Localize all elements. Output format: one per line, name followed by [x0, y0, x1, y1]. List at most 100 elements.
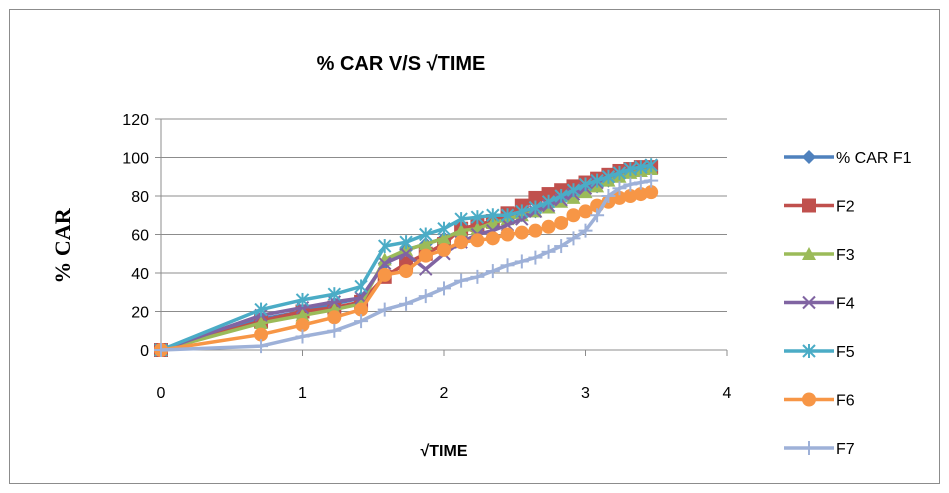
- data-point: [377, 302, 392, 317]
- data-point: [254, 327, 269, 342]
- data-point: [454, 223, 469, 237]
- data-point: [354, 314, 369, 329]
- data-point: [470, 210, 485, 225]
- legend: % CAR F1 F2 F3 F4 F5 F6 F7: [784, 150, 912, 458]
- legend-marker: [802, 295, 816, 310]
- data-point: [470, 269, 485, 284]
- data-point: [578, 204, 593, 219]
- axes: [155, 118, 728, 356]
- data-point: [601, 169, 616, 184]
- data-point: [485, 231, 500, 246]
- y-tick-label: 100: [122, 151, 149, 168]
- legend-item: F2: [784, 198, 855, 216]
- data-point: [644, 173, 659, 188]
- data-point: [566, 190, 581, 204]
- legend-label: F4: [836, 296, 855, 313]
- y-tick-label: 120: [122, 112, 149, 129]
- x-tick-label: 2: [440, 385, 449, 402]
- data-point: [327, 287, 342, 302]
- data-point: [419, 262, 433, 276]
- x-tick-label: 1: [298, 385, 307, 402]
- data-point: [399, 247, 413, 261]
- data-point: [327, 323, 342, 338]
- data-point: [634, 160, 648, 175]
- data-point: [578, 177, 593, 192]
- data-point: [528, 223, 543, 238]
- data-point: [437, 242, 451, 257]
- y-tick-label: 80: [131, 189, 149, 206]
- data-point: [254, 316, 269, 330]
- series-7: [154, 173, 659, 357]
- series-5: [154, 158, 658, 357]
- data-point: [644, 185, 659, 200]
- data-point: [295, 308, 310, 322]
- data-point: [454, 235, 469, 250]
- data-point: [633, 187, 648, 202]
- legend-item: F3: [784, 247, 855, 264]
- x-axis-label: √TIME: [421, 443, 468, 460]
- data-point: [601, 189, 616, 203]
- legend-item: F6: [784, 392, 855, 410]
- data-point: [612, 181, 627, 196]
- data-point: [528, 250, 543, 265]
- data-point: [154, 343, 168, 357]
- series-lines: [154, 158, 659, 357]
- y-tick-label: 20: [131, 305, 149, 322]
- data-point: [528, 190, 543, 205]
- data-point: [295, 317, 310, 332]
- y-axis-label: % CAR: [50, 207, 75, 283]
- data-point: [399, 264, 414, 279]
- data-point: [354, 279, 368, 294]
- data-point: [295, 329, 310, 344]
- y-tick-label: 0: [140, 343, 149, 360]
- data-point: [541, 244, 556, 259]
- data-point: [623, 189, 638, 203]
- legend-label: % CAR F1: [836, 150, 912, 167]
- data-point: [500, 227, 515, 242]
- data-point: [590, 208, 605, 223]
- data-point: [454, 212, 468, 227]
- data-point: [554, 189, 568, 203]
- data-point: [399, 296, 414, 311]
- data-point: [566, 208, 581, 223]
- chart-title: % CAR V/S √TIME: [317, 53, 486, 75]
- data-point: [541, 219, 556, 234]
- data-point: [419, 227, 433, 242]
- legend-marker: [802, 441, 816, 455]
- x-tick-label: 0: [157, 385, 166, 402]
- data-point: [254, 339, 269, 354]
- data-point: [590, 173, 604, 188]
- legend-item: F7: [784, 441, 855, 458]
- data-point: [528, 200, 543, 215]
- data-point: [254, 302, 268, 317]
- data-point: [354, 302, 369, 317]
- data-point: [566, 183, 581, 198]
- data-point: [554, 215, 569, 230]
- legend-marker: [802, 392, 816, 407]
- data-point: [418, 248, 433, 263]
- legend-marker: [802, 247, 816, 260]
- data-point: [399, 235, 413, 250]
- data-point: [578, 185, 593, 199]
- tick-labels: 0 20 40 60 80 100 120 0 1 2 3 4: [122, 112, 731, 402]
- legend-label: F7: [836, 441, 855, 458]
- chart-area: % CAR V/S √TIME 0 20 40 60 80 100 120 0 1 2 3 4 √TI…: [9, 9, 940, 484]
- data-point: [418, 289, 433, 304]
- data-point: [485, 215, 500, 229]
- data-point: [399, 242, 414, 256]
- data-point: [541, 194, 556, 209]
- chart-canvas: % CAR V/S √TIME 0 20 40 60 80 100 120 0 1 2 3 4 √TI…: [50, 53, 912, 460]
- data-point: [623, 177, 638, 192]
- data-point: [578, 223, 593, 238]
- x-tick-label: 3: [581, 385, 590, 402]
- data-point: [500, 208, 515, 223]
- legend-marker: [802, 344, 816, 358]
- legend-label: F3: [836, 247, 855, 264]
- legend-item: F4: [784, 296, 855, 313]
- data-point: [454, 273, 469, 288]
- data-point: [437, 221, 451, 236]
- data-point: [554, 239, 569, 254]
- data-point: [623, 162, 638, 177]
- data-point: [612, 190, 627, 205]
- legend-marker: [802, 198, 816, 213]
